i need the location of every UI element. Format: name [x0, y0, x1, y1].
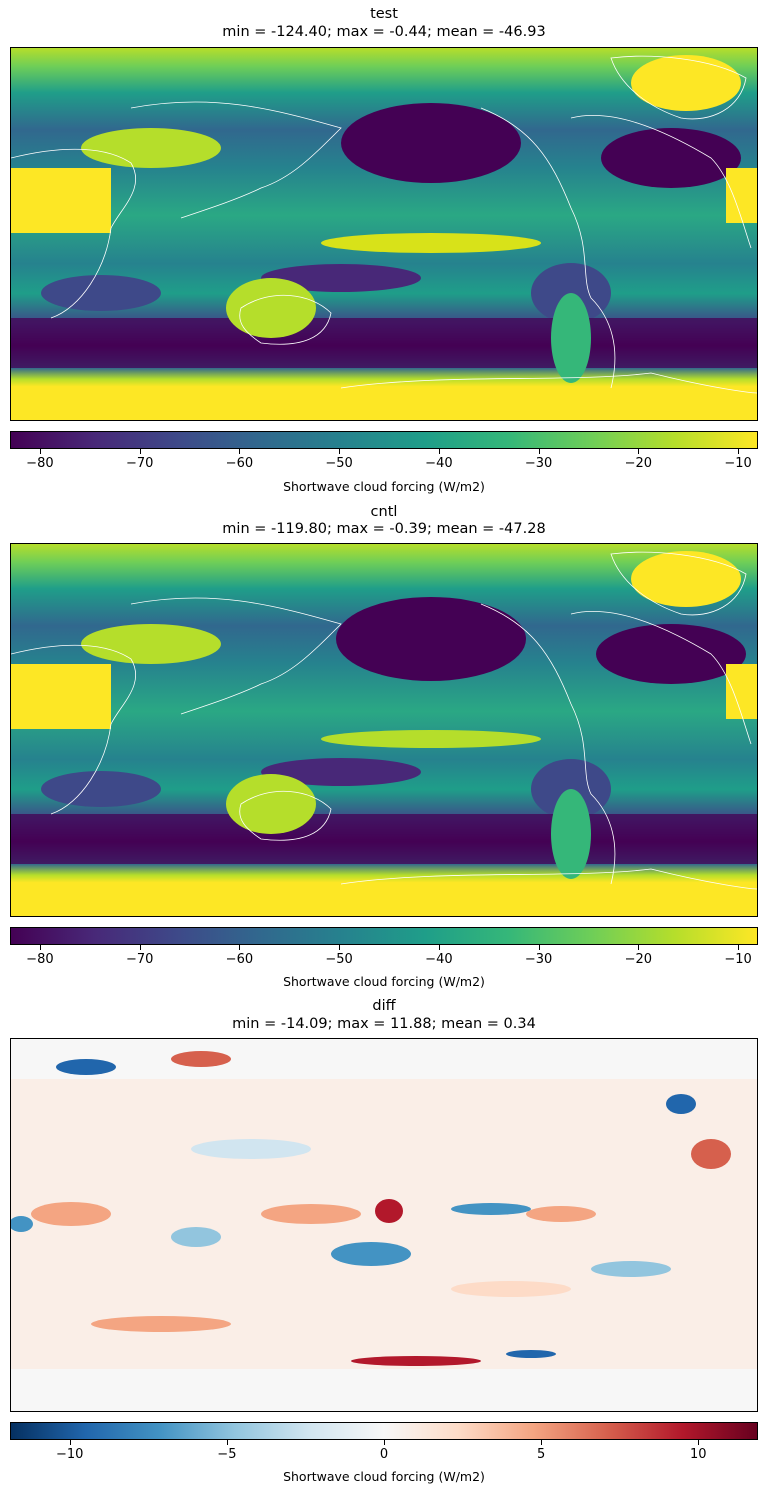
colorbar-ticks-diff: −10 −5 0 5 10	[10, 1440, 758, 1462]
colorbar-tick-mark	[538, 945, 540, 950]
panel-stats: min = -119.80; max = -0.39; mean = -47.2…	[222, 521, 546, 537]
colorbar-tick-label: −30	[524, 456, 553, 471]
colorbar-tick-mark	[738, 945, 740, 950]
colorbar-tick-label: −10	[55, 1447, 84, 1462]
colorbar-tick-mark	[39, 449, 41, 454]
map-diff-canvas	[11, 1039, 757, 1411]
colorbar-tick-label: −20	[624, 456, 653, 471]
colorbar-tick-mark	[139, 945, 141, 950]
colorbar-label: Shortwave cloud forcing (W/m2)	[283, 974, 485, 989]
colorbar-tick-mark	[438, 449, 440, 454]
colorbar-tick-label: −50	[325, 952, 353, 967]
colorbar-tick-mark	[541, 1440, 543, 1445]
panel-stats: min = -124.40; max = -0.44; mean = -46.9…	[222, 24, 546, 40]
coastline-lines	[11, 55, 757, 394]
colorbar-tick-mark	[698, 1440, 700, 1445]
colorbar-tick-label: 0	[379, 1447, 389, 1462]
colorbar-tick-mark	[738, 449, 740, 454]
colorbar-ticks-cntl: −80 −70 −60 −50 −40 −30 −20 −10	[10, 945, 758, 967]
colorbar-tick-label: −70	[125, 456, 154, 471]
colorbar-tick-mark	[339, 945, 341, 950]
colorbar-tick-mark	[239, 945, 241, 950]
colorbar-tick-mark	[339, 449, 341, 454]
colorbar-tick-label: −80	[26, 456, 54, 471]
colorbar-tick-label: −60	[225, 952, 254, 967]
colorbar-tick-mark	[438, 945, 440, 950]
colorbar-tick-label: −40	[425, 952, 453, 967]
colorbar-tick-label: −20	[624, 952, 653, 967]
colorbar-tick-label: −70	[125, 952, 154, 967]
colorbar-tick-mark	[384, 1440, 385, 1445]
colorbar-tick-mark	[39, 945, 41, 950]
colorbar-diff	[10, 1422, 758, 1440]
colorbar-tick-mark	[239, 449, 241, 454]
colorbar-tick-mark	[638, 449, 640, 454]
map-test-canvas	[11, 48, 757, 420]
map-cntl-canvas	[11, 544, 757, 916]
coastline-lines	[11, 551, 757, 890]
panel-stats: min = -14.09; max = 11.88; mean = 0.34	[232, 1016, 536, 1032]
colorbar-tick-label: −10	[724, 456, 752, 471]
colorbar-tick-label: −80	[26, 952, 54, 967]
panel-title: cntl	[370, 504, 398, 520]
colorbar-tick-label: −5	[217, 1447, 237, 1462]
colorbar-tick-label: −60	[225, 456, 254, 471]
map-diff	[10, 1038, 758, 1412]
colorbar-label: Shortwave cloud forcing (W/m2)	[283, 479, 485, 494]
colorbar-tick-label: −40	[425, 456, 453, 471]
colorbar-tick-mark	[638, 945, 640, 950]
colorbar-test	[10, 431, 758, 449]
colorbar-tick-mark	[139, 449, 141, 454]
map-test	[10, 47, 758, 421]
colorbar-tick-mark	[538, 449, 540, 454]
colorbar-tick-mark	[69, 1440, 71, 1445]
colorbar-tick-label: −10	[724, 952, 752, 967]
colorbar-tick-label: 10	[690, 1447, 707, 1462]
colorbar-tick-label: −50	[325, 456, 353, 471]
colorbar-tick-label: −30	[524, 952, 553, 967]
colorbar-cntl	[10, 927, 758, 945]
map-cntl	[10, 543, 758, 917]
panel-title: test	[370, 6, 398, 22]
colorbar-tick-mark	[226, 1440, 228, 1445]
colorbar-tick-label: 5	[536, 1447, 546, 1462]
colorbar-label: Shortwave cloud forcing (W/m2)	[283, 1469, 485, 1484]
panel-title: diff	[372, 998, 396, 1014]
colorbar-ticks-test: −80 −70 −60 −50 −40 −30 −20 −10	[10, 449, 758, 471]
